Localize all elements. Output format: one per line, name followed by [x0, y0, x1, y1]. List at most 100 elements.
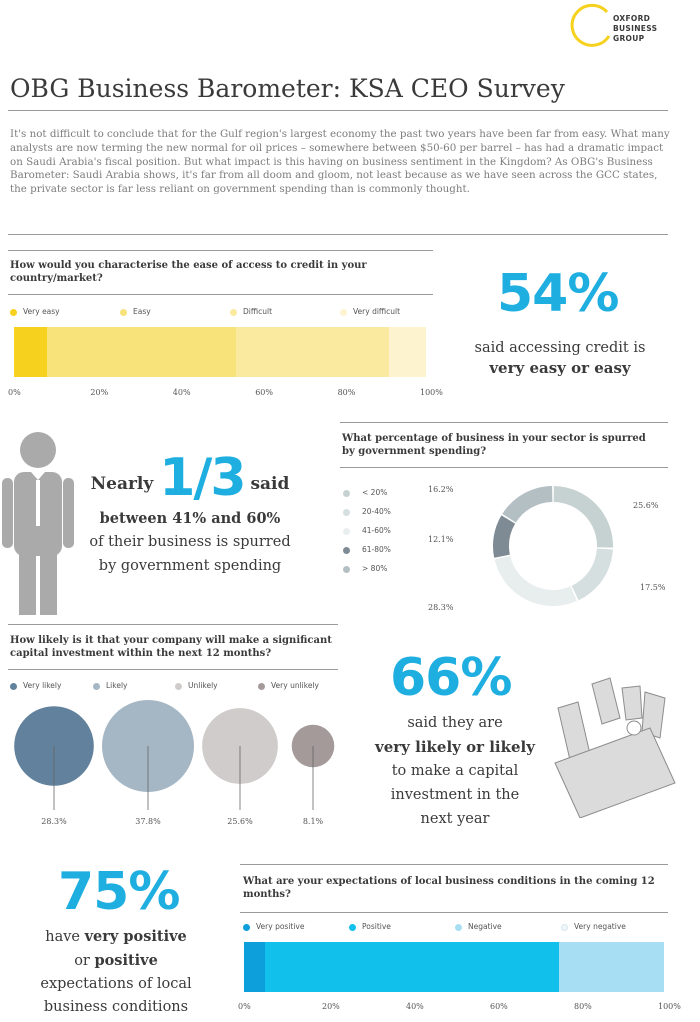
gov-legend-item-3: 61-80%: [343, 545, 391, 554]
gov-top-rule: [340, 422, 668, 423]
gov-donut-label-4: 16.2%: [428, 485, 454, 494]
obg-logo: OXFORD BUSINESS GROUP: [565, 2, 700, 50]
gov-legend-label: > 80%: [362, 564, 388, 573]
expect-bar-segment-1: [265, 942, 559, 992]
gov-stat-line-3: of their business is spurred: [89, 534, 291, 550]
credit-bar-segment-0: [14, 327, 47, 377]
expect-legend-item-2: Negative: [455, 922, 502, 931]
credit-legend-item-3: Very difficult: [340, 307, 400, 316]
gov-mid-rule: [340, 467, 668, 468]
credit-question: How would you characterise the ease of a…: [10, 260, 367, 284]
invest-legend-dot: [175, 682, 182, 690]
expect-stat-line-1: have very positive: [45, 928, 187, 945]
expect-legend-dot: [243, 923, 250, 931]
gov-stat-big: 1/3: [159, 448, 246, 508]
expect-legend-item-0: Very positive: [243, 922, 305, 931]
invest-stat-line-5: next year: [420, 811, 490, 827]
invest-legend-item-1: Likely: [93, 681, 127, 690]
invest-legend-label: Likely: [106, 681, 128, 690]
gov-donut-label-0: 25.6%: [633, 501, 659, 510]
logo-line-3: GROUP: [613, 34, 645, 43]
credit-tick-label: 60%: [255, 388, 273, 397]
invest-bubble-label-2: 25.6%: [227, 817, 253, 826]
expect-stat-line-2: or positive: [74, 952, 158, 969]
expect-tick-label: 0%: [238, 1002, 251, 1011]
gov-legend-label: 61-80%: [362, 545, 391, 554]
gov-legend-dot: [343, 527, 350, 535]
invest-question: How likely is it that your company will …: [10, 635, 332, 659]
gov-legend-item-2: 41-60%: [343, 526, 391, 535]
expect-tick-label: 60%: [490, 1002, 508, 1011]
gov-legend-label: < 20%: [362, 488, 388, 497]
gov-stat-line-2: between 41% and 60%: [99, 510, 281, 527]
credit-bar-segment-2: [236, 327, 389, 377]
expect-tick-label: 20%: [322, 1002, 340, 1011]
gov-stat-line-1: Nearly 1/3 said: [80, 448, 300, 508]
expect-legend-dot: [349, 923, 356, 931]
expect-question: What are your expectations of local busi…: [243, 876, 655, 900]
invest-bubble-label-1: 37.8%: [135, 817, 161, 826]
invest-stat-line-4: investment in the: [390, 787, 520, 803]
gov-donut-slice-1: [571, 548, 613, 601]
meeting-table-icon: [554, 677, 676, 818]
credit-bar-segment-1: [46, 327, 237, 377]
invest-legend-item-0: Very likely: [10, 681, 61, 690]
gov-legend-dot: [343, 489, 350, 497]
expect-tick-label: 80%: [574, 1002, 592, 1011]
invest-mid-rule: [8, 669, 338, 670]
invest-legend-dot: [10, 682, 17, 690]
invest-legend-item-2: Unlikely: [175, 681, 218, 690]
expect-mid-rule: [240, 912, 668, 913]
credit-tick-label: 0%: [8, 388, 21, 397]
expect-bar-segment-0: [244, 942, 265, 992]
gov-legend-item-4: > 80%: [343, 564, 387, 573]
gov-legend-dot: [343, 508, 350, 516]
logo-line-1: OXFORD: [613, 14, 651, 23]
title-divider: [8, 110, 668, 111]
invest-legend-label: Unlikely: [188, 681, 218, 690]
credit-top-rule: [8, 250, 433, 251]
expect-bar-segment-2: [559, 942, 664, 992]
expect-legend-item-3: Very negative: [561, 922, 626, 931]
expect-legend-label: Positive: [362, 922, 391, 931]
credit-legend-dot: [230, 308, 237, 316]
businessman-icon: [2, 432, 74, 615]
invest-legend-item-3: Very unlikely: [258, 681, 319, 690]
invest-top-rule: [8, 624, 338, 625]
expect-stat-percent: 75%: [58, 862, 180, 922]
expect-stat-line-3: expectations of local: [40, 976, 192, 992]
credit-stat-line-2: very easy or easy: [489, 359, 631, 377]
credit-tick-label: 40%: [172, 388, 191, 397]
gov-legend-label: 20-40%: [362, 507, 391, 516]
credit-legend-dot: [340, 308, 347, 316]
logo-ring-icon: [570, 3, 611, 47]
gov-stat-line-4: by government spending: [98, 558, 282, 574]
expect-legend-dot: [455, 923, 462, 931]
expect-tick-label: 40%: [406, 1002, 424, 1011]
credit-tick-label: 80%: [337, 388, 356, 397]
expect-legend-label: Very negative: [574, 922, 626, 931]
page-title: OBG Business Barometer: KSA CEO Survey: [10, 74, 565, 103]
credit-legend-dot: [120, 308, 127, 316]
credit-tick-label: 100%: [420, 388, 443, 397]
gov-stat-pre: Nearly: [90, 474, 154, 494]
credit-legend-item-2: Difficult: [230, 307, 272, 316]
expect-stat-line-4: business conditions: [43, 999, 189, 1015]
gov-legend-item-1: 20-40%: [343, 507, 391, 516]
credit-legend-label: Easy: [133, 307, 151, 316]
invest-legend-dot: [258, 682, 265, 690]
credit-legend-label: Very difficult: [353, 307, 401, 316]
invest-stat-line-1: said they are: [407, 715, 503, 731]
gov-stat-post: said: [250, 474, 290, 494]
invest-bubble-label-0: 28.3%: [41, 817, 67, 826]
gov-legend-dot: [343, 546, 350, 554]
credit-mid-rule: [8, 294, 433, 295]
gov-donut-label-2: 28.3%: [428, 603, 454, 612]
expect-legend-dot: [561, 923, 568, 931]
gov-question: What percentage of business in your sect…: [342, 433, 646, 457]
credit-tick-label: 20%: [90, 388, 109, 397]
gov-donut-slice-2: [494, 555, 577, 606]
credit-legend-item-0: Very easy: [10, 307, 60, 316]
credit-legend-item-1: Easy: [120, 307, 151, 316]
credit-legend-dot: [10, 308, 17, 316]
